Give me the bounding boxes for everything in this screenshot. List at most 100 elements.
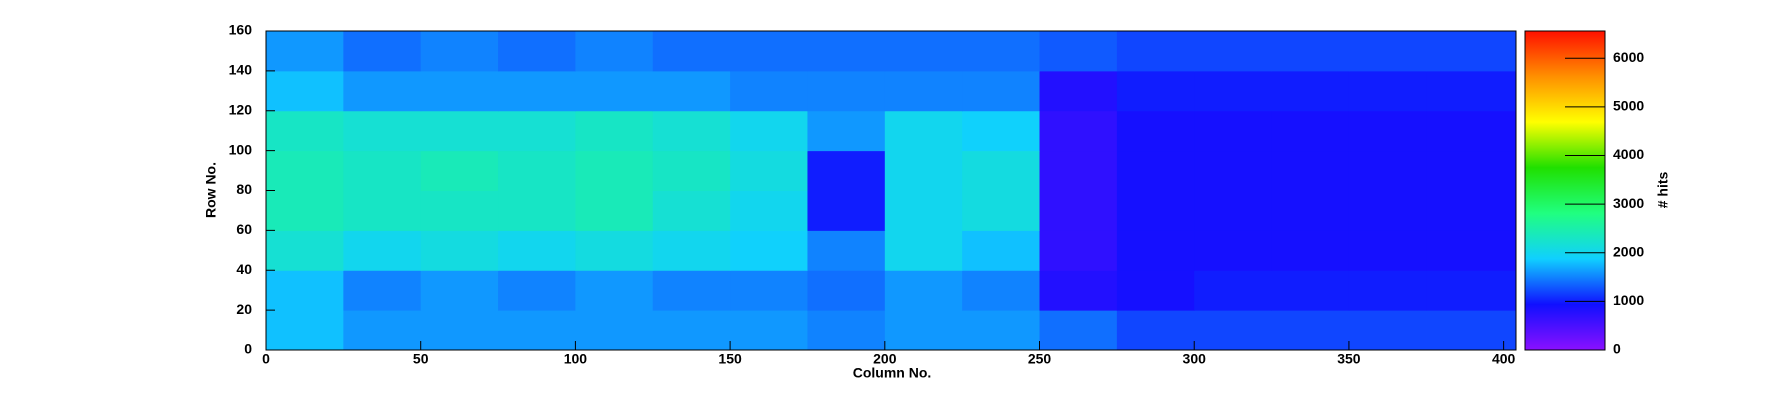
heatmap-cell [1116, 310, 1195, 351]
heatmap-cell [1426, 190, 1517, 231]
heatmap-cell [1348, 31, 1427, 72]
heatmap-cell [884, 31, 963, 72]
heatmap-cell [266, 270, 344, 311]
heatmap-cell [730, 70, 808, 112]
heatmap-cell [1194, 110, 1273, 152]
heatmap-cell [652, 270, 731, 311]
heatmap-cell [730, 31, 808, 72]
heatmap-cell [1348, 310, 1427, 351]
heatmap-cell [652, 150, 731, 191]
heatmap-cell [884, 110, 963, 152]
heatmap-cell [730, 150, 808, 191]
heatmap-cell [884, 150, 963, 191]
y-tick-label: 80 [236, 181, 252, 197]
heatmap-cell [343, 230, 422, 271]
heatmap-cell [343, 110, 422, 152]
heatmap-cell [1348, 190, 1427, 231]
heatmap-cell [962, 150, 1041, 191]
heatmap-cell [1194, 31, 1273, 72]
colorbar-tick-label: 4000 [1613, 146, 1644, 162]
heatmap-cell [575, 150, 654, 191]
heatmap-cell [420, 190, 499, 231]
heatmap-cell [420, 270, 499, 311]
heatmap-cell [884, 270, 963, 311]
y-tick-label: 60 [236, 221, 252, 237]
heatmap-cell [730, 310, 808, 351]
heatmap-cell [962, 310, 1041, 351]
heatmap-cell [498, 150, 576, 191]
heatmap-cell [807, 110, 886, 152]
heatmap-cell [266, 70, 344, 112]
colorbar-label: # hits [1655, 172, 1671, 209]
heatmap-cell [807, 70, 886, 112]
heatmap-cell [420, 230, 499, 271]
heatmap-cell [962, 270, 1041, 311]
colorbar-tick-label: 6000 [1613, 49, 1644, 65]
heatmap-cell [1271, 190, 1350, 231]
heatmap-cell [1426, 31, 1517, 72]
x-tick-label: 150 [718, 351, 742, 367]
heatmap-cell [343, 270, 422, 311]
heatmap-cell [884, 190, 963, 231]
heatmap-cell [807, 31, 886, 72]
heatmap-cell [420, 31, 499, 72]
heatmap-cell [575, 31, 654, 72]
heatmap-cell [498, 31, 576, 72]
heatmap-cell [420, 310, 499, 351]
x-tick-label: 100 [564, 351, 588, 367]
heatmap-cell [1194, 310, 1273, 351]
y-tick-label: 160 [229, 22, 253, 38]
heatmap-cell [884, 310, 963, 351]
heatmap-cell [1039, 310, 1118, 351]
x-tick-label: 0 [262, 351, 270, 367]
heatmap-cell [1348, 230, 1427, 271]
heatmap-cell [266, 190, 344, 231]
heatmap-cell [1271, 110, 1350, 152]
colorbar-tick-label: 3000 [1613, 195, 1644, 211]
heatmap-cell [575, 190, 654, 231]
heatmap-cell [1039, 110, 1118, 152]
heatmap-cell [575, 310, 654, 351]
heatmap-cell [498, 110, 576, 152]
heatmap-cell [962, 190, 1041, 231]
heatmap-cell [1194, 270, 1273, 311]
colorbar-tick-label: 5000 [1613, 98, 1644, 114]
heatmap-cell [807, 230, 886, 271]
heatmap-cell [575, 230, 654, 271]
heatmap-cell [652, 190, 731, 231]
heatmap-cell [1426, 150, 1517, 191]
heatmap-cell [1194, 70, 1273, 112]
heatmap-cell [498, 310, 576, 351]
heatmap-cell [1271, 150, 1350, 191]
heatmap-cell [884, 230, 963, 271]
heatmap-cell [1271, 230, 1350, 271]
x-tick-label: 200 [873, 351, 897, 367]
colorbar-tick-label: 1000 [1613, 292, 1644, 308]
y-tick-label: 20 [236, 301, 252, 317]
heatmap-cell [1271, 31, 1350, 72]
heatmap-cell [1116, 230, 1195, 271]
heatmap-cell [1039, 31, 1118, 72]
heatmap-cell [343, 310, 422, 351]
heatmap-cell [266, 310, 344, 351]
heatmap-cell [652, 31, 731, 72]
colorbar-tick-label: 2000 [1613, 243, 1644, 259]
heatmap-cell [498, 190, 576, 231]
heatmap-cell [266, 110, 344, 152]
heatmap-cell [652, 110, 731, 152]
heatmap-cell [962, 70, 1041, 112]
heatmap-cell [420, 70, 499, 112]
heatmap-cell [343, 31, 422, 72]
x-axis-label: Column No. [853, 365, 932, 381]
heatmap-cell [1271, 310, 1350, 351]
heatmap-cell [420, 150, 499, 191]
heatmap-cell [1348, 70, 1427, 112]
heatmap-cell [1426, 310, 1517, 351]
heatmap-cell [498, 230, 576, 271]
heatmap-cell [652, 310, 731, 351]
colorbar [1524, 30, 1606, 351]
heatmap-cell [498, 70, 576, 112]
heatmap-cell [266, 150, 344, 191]
heatmap-cell [1271, 270, 1350, 311]
